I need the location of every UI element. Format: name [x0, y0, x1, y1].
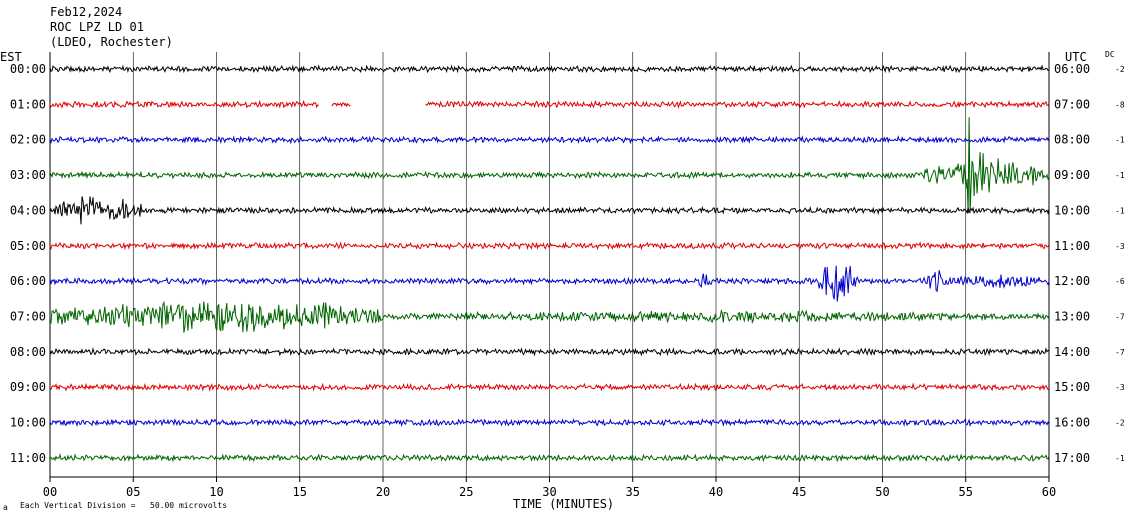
x-tick-label: 00	[43, 485, 57, 499]
dc-offset-label: -7	[1115, 348, 1125, 357]
est-hour-label: 04:00	[10, 203, 46, 217]
network-label: (LDEO, Rochester)	[50, 35, 173, 49]
seismic-trace-0000	[49, 64, 1050, 74]
seismic-trace-0200	[49, 134, 1050, 145]
seismic-trace-0300	[49, 117, 1050, 214]
seismic-trace-0700	[49, 300, 1050, 333]
est-hour-label: 00:00	[10, 62, 46, 76]
seismic-trace-1000	[49, 417, 1050, 428]
utc-hour-label: 08:00	[1054, 133, 1090, 147]
scale-note: Each Vertical Division = 50.00 microvolt…	[20, 501, 227, 510]
seismic-traces	[49, 64, 1050, 463]
utc-hour-label: 09:00	[1054, 168, 1090, 182]
x-tick-label: 20	[376, 485, 390, 499]
est-hour-label: 10:00	[10, 416, 46, 430]
dc-offset-label: -2	[1115, 419, 1125, 428]
dc-offset-label: -1	[1115, 171, 1125, 180]
x-tick-label: 05	[126, 485, 140, 499]
x-tick-label: 30	[542, 485, 556, 499]
x-tick-label: 40	[709, 485, 723, 499]
x-tick-label: 45	[792, 485, 806, 499]
est-hour-label: 09:00	[10, 380, 46, 394]
est-zone-label: EST	[0, 50, 22, 64]
logo-mark: a	[3, 503, 8, 512]
dc-offset-label: -7	[1115, 312, 1125, 321]
seismic-trace-0100	[49, 99, 1050, 110]
est-hour-label: 07:00	[10, 309, 46, 323]
x-tick-label: 35	[626, 485, 640, 499]
x-tick-label: 50	[875, 485, 889, 499]
seismic-trace-1100	[49, 453, 1050, 463]
seismic-trace-0800	[49, 347, 1050, 357]
time-grid	[49, 52, 1050, 477]
utc-hour-label: 14:00	[1054, 345, 1090, 359]
seismic-trace-0600	[49, 265, 1050, 302]
dc-offset-label: -6	[1115, 277, 1125, 286]
seismic-trace-0500	[49, 241, 1050, 251]
dc-label: DC	[1105, 50, 1115, 59]
x-tick-label: 15	[293, 485, 307, 499]
dc-offset-label: -2	[1115, 65, 1125, 74]
utc-hour-label: 06:00	[1054, 62, 1090, 76]
est-hour-label: 05:00	[10, 239, 46, 253]
x-tick-label: 60	[1042, 485, 1056, 499]
seismic-trace-0900	[49, 382, 1050, 392]
date-label: Feb12,2024	[50, 5, 122, 19]
station-label: ROC LPZ LD 01	[50, 20, 144, 34]
est-hour-label: 11:00	[10, 451, 46, 465]
dc-offset-label: -1	[1115, 206, 1125, 215]
est-hour-label: 08:00	[10, 345, 46, 359]
row-labels: 00:00 06:00 -2 01:00 07:00 -8 02:00 08:00 -1 03:0…	[10, 62, 1125, 465]
utc-hour-label: 16:00	[1054, 416, 1090, 430]
utc-hour-label: 12:00	[1054, 274, 1090, 288]
x-tick-label: 25	[459, 485, 473, 499]
dc-offset-label: -3	[1115, 383, 1125, 392]
dc-offset-label: -3	[1115, 242, 1125, 251]
est-hour-label: 06:00	[10, 274, 46, 288]
seismic-trace-0400	[49, 196, 1050, 225]
utc-hour-label: 17:00	[1054, 451, 1090, 465]
utc-hour-label: 11:00	[1054, 239, 1090, 253]
time-axis: 00 05 10 15 20 25 30 35 40 45 50 55 60	[43, 476, 1056, 499]
x-tick-label: 10	[209, 485, 223, 499]
dc-offset-label: -1	[1115, 136, 1125, 145]
utc-hour-label: 13:00	[1054, 309, 1090, 323]
dc-offset-label: -1	[1115, 454, 1125, 463]
est-hour-label: 01:00	[10, 97, 46, 111]
x-axis-title: TIME (MINUTES)	[513, 497, 614, 511]
dc-offset-label: -8	[1115, 100, 1125, 109]
est-hour-label: 02:00	[10, 133, 46, 147]
x-tick-label: 55	[959, 485, 973, 499]
utc-hour-label: 15:00	[1054, 380, 1090, 394]
est-hour-label: 03:00	[10, 168, 46, 182]
utc-hour-label: 10:00	[1054, 203, 1090, 217]
utc-zone-label: UTC	[1065, 50, 1087, 64]
utc-hour-label: 07:00	[1054, 97, 1090, 111]
